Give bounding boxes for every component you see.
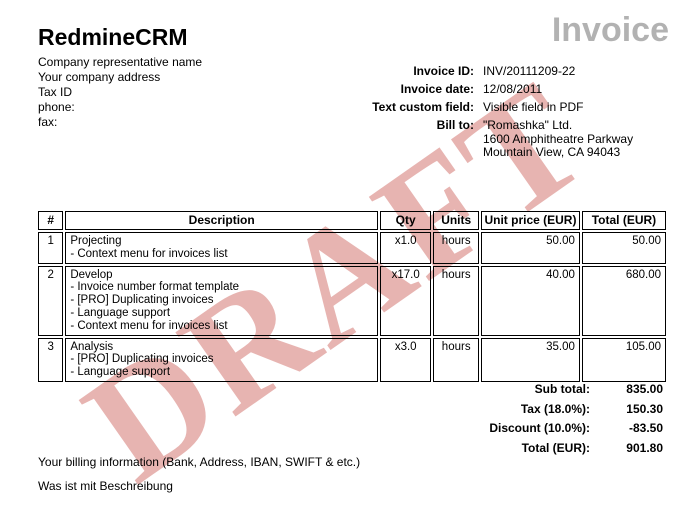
discount-label: Discount (10.0%): [489,421,590,435]
grand-total-row: Total (EUR): 901.80 [363,439,663,459]
grand-total-label: Total (EUR): [521,440,590,455]
subtotal-row: Sub total: 835.00 [363,380,663,400]
meta-row-invoice-id: Invoice ID: INV/20111209-22 [320,65,663,78]
table-row: 3 Analysis - [PRO] Duplicating invoices … [38,337,666,382]
item-unit-price: 35.00 [481,337,580,382]
item-number: 3 [38,337,64,382]
col-header-num: # [38,211,64,230]
totals-block: Sub total: 835.00 Tax (18.0%): 150.30 Di… [363,380,663,458]
description-note: Was ist mit Beschreibung [38,479,173,493]
subtotal-label: Sub total: [534,382,590,396]
item-title: Develop [70,268,113,281]
item-title: Projecting [70,235,122,247]
bill-to-city: Mountain View, CA 94043 [483,145,621,159]
items-table: # Description Qty Units Unit price (EUR)… [36,209,668,384]
items-header-row: # Description Qty Units Unit price (EUR)… [38,211,666,230]
invoice-meta: Invoice ID: INV/20111209-22 Invoice date… [320,65,663,165]
item-unit-price: 50.00 [481,232,580,264]
item-qty: x3.0 [380,337,432,382]
tax-row: Tax (18.0%): 150.30 [363,400,663,420]
item-units: hours [433,265,480,336]
meta-row-bill-to: Bill to: "Romashka" Ltd. 1600 Amphitheat… [320,118,663,160]
item-number: 1 [38,232,64,264]
item-description-cell: Analysis - [PRO] Duplicating invoices - … [65,337,379,382]
item-unit-price: 40.00 [481,265,580,336]
col-header-units: Units [433,211,480,230]
item-qty: x17.0 [380,265,432,336]
invoice-heading: Invoice [551,11,669,49]
item-detail: - [PRO] Duplicating invoices [70,353,214,366]
tax-label: Tax (18.0%): [520,401,590,416]
col-header-description: Description [65,211,379,230]
seller-phone: phone: [38,100,75,114]
table-row: 2 Develop - Invoice number format templa… [38,265,666,336]
seller-address: Your company address [38,70,161,84]
bill-to-street: 1600 Amphitheatre Parkway [483,131,634,146]
billing-info-note: Your billing information (Bank, Address,… [38,455,361,469]
seller-block: RedmineCRM Company representative name Y… [38,24,202,130]
item-units: hours [433,337,480,382]
discount-row: Discount (10.0%): -83.50 [363,419,663,439]
bill-to-label: Bill to: [436,118,474,132]
meta-row-custom-field: Text custom field: Visible field in PDF [320,101,663,114]
seller-name: RedmineCRM [38,24,188,50]
bill-to-value: "Romashka" Ltd. 1600 Amphitheatre Parkwa… [483,118,663,160]
meta-row-invoice-date: Invoice date: 12/08/2011 [320,83,663,96]
invoice-date-label: Invoice date: [400,82,474,96]
discount-value: -83.50 [628,421,663,435]
invoice-id-value: INV/20111209-22 [483,64,576,78]
item-detail: - Language support [70,366,171,379]
item-detail: - Invoice number format template [70,281,240,294]
item-total: 105.00 [581,337,666,382]
custom-field-label: Text custom field: [372,100,474,114]
tax-value: 150.30 [626,401,663,416]
item-detail: - Language support [70,306,171,319]
item-qty: x1.0 [380,232,432,264]
custom-field-value: Visible field in PDF [483,100,584,114]
seller-representative: Company representative name [38,55,203,69]
item-detail: - Context menu for invoices list [70,247,228,260]
item-detail: - [PRO] Duplicating invoices [70,294,214,307]
grand-total-value: 901.80 [626,440,663,455]
item-description-cell: Develop - Invoice number format template… [65,265,379,336]
item-total: 50.00 [581,232,666,264]
item-number: 2 [38,265,64,336]
bill-to-company: "Romashka" Ltd. [483,118,573,132]
invoice-date-value: 12/08/2011 [483,82,543,96]
col-header-qty: Qty [380,211,432,230]
seller-fax: fax: [38,115,58,129]
item-title: Analysis [70,340,114,353]
subtotal-value: 835.00 [626,382,663,396]
item-units: hours [433,232,480,264]
item-detail: - Context menu for invoices list [70,319,228,332]
invoice-id-label: Invoice ID: [413,64,474,78]
item-total: 680.00 [581,265,666,336]
item-description-cell: Projecting - Context menu for invoices l… [65,232,379,264]
col-header-unit-price: Unit price (EUR) [481,211,580,230]
col-header-total: Total (EUR) [581,211,666,230]
seller-tax-id: Tax ID [38,85,73,99]
table-row: 1 Projecting - Context menu for invoices… [38,232,666,264]
